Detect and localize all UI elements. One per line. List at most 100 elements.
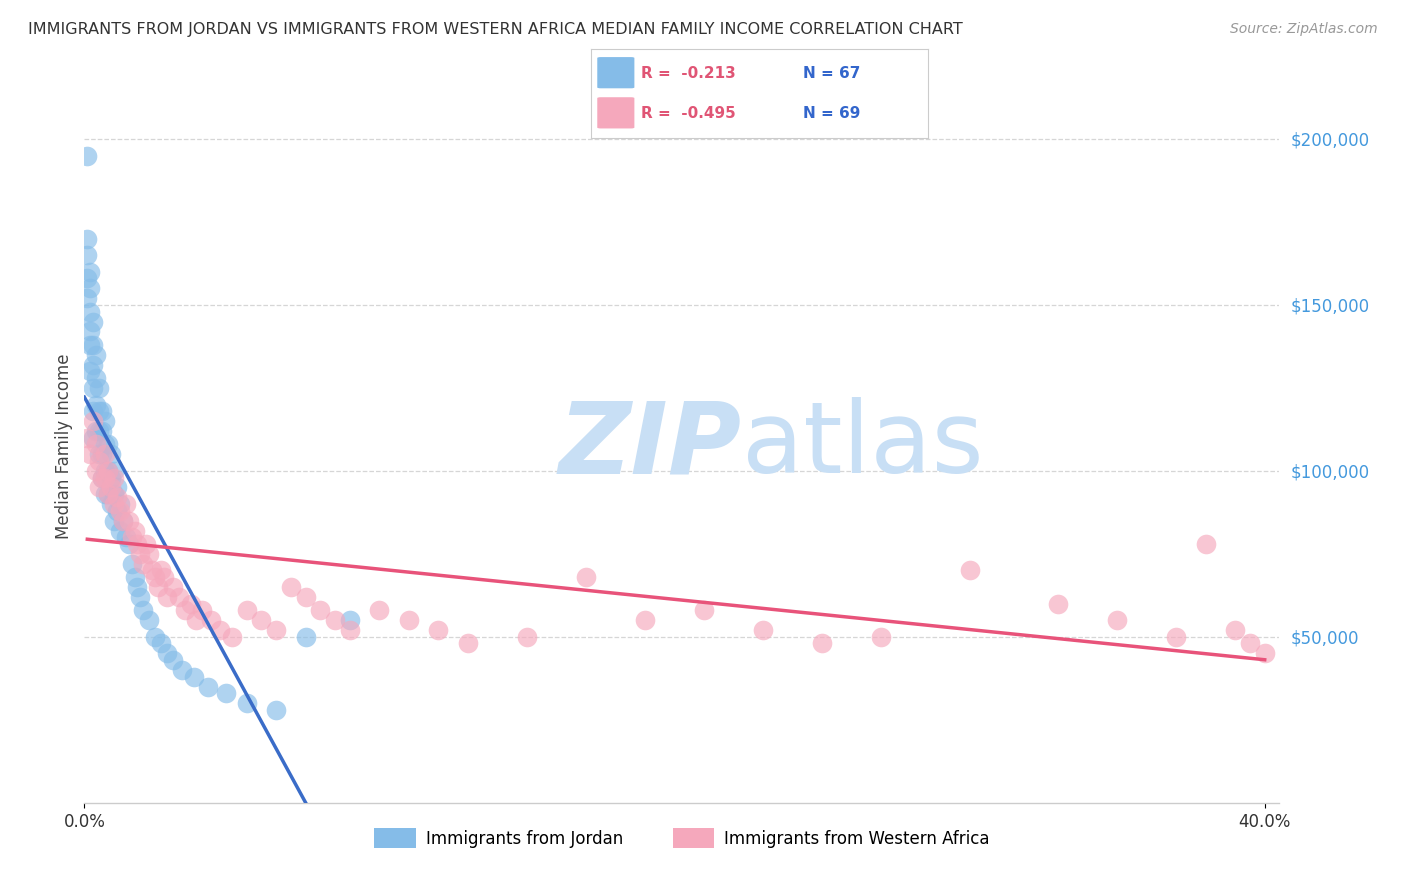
Point	[811, 636, 834, 650]
Point	[197, 680, 219, 694]
Point	[693, 603, 716, 617]
Point	[76, 291, 98, 305]
Point	[427, 624, 450, 638]
Point	[138, 547, 160, 561]
Point	[1107, 613, 1129, 627]
Point	[103, 497, 125, 511]
Point	[82, 404, 104, 418]
Point	[870, 630, 893, 644]
Point	[76, 248, 98, 262]
Point	[1225, 624, 1247, 638]
Point	[103, 470, 125, 484]
Point	[235, 696, 257, 710]
Legend: Immigrants from Jordan, Immigrants from Western Africa: Immigrants from Jordan, Immigrants from …	[367, 822, 997, 855]
Point	[209, 624, 232, 638]
Point	[76, 431, 98, 445]
Point	[105, 504, 128, 518]
Point	[91, 470, 114, 484]
Point	[76, 271, 98, 285]
Point	[191, 603, 214, 617]
Point	[156, 647, 179, 661]
Point	[84, 464, 107, 478]
FancyBboxPatch shape	[598, 97, 634, 128]
Point	[91, 424, 114, 438]
Point	[1254, 647, 1277, 661]
Point	[121, 557, 143, 571]
Point	[84, 397, 107, 411]
Point	[127, 580, 149, 594]
Point	[79, 447, 101, 461]
Point	[94, 414, 117, 428]
Point	[368, 603, 391, 617]
Point	[91, 470, 114, 484]
Point	[82, 414, 104, 428]
Text: N = 67: N = 67	[803, 66, 860, 80]
Text: R =  -0.495: R = -0.495	[641, 106, 735, 120]
Point	[200, 613, 222, 627]
Point	[94, 470, 117, 484]
Text: atlas: atlas	[742, 398, 983, 494]
Point	[82, 358, 104, 372]
Point	[105, 481, 128, 495]
Point	[76, 148, 98, 162]
Point	[170, 663, 193, 677]
Point	[82, 314, 104, 328]
Point	[167, 590, 190, 604]
Point	[121, 530, 143, 544]
Point	[294, 590, 316, 604]
Point	[264, 624, 287, 638]
Point	[117, 537, 139, 551]
Point	[84, 348, 107, 362]
Point	[79, 281, 101, 295]
Point	[94, 437, 117, 451]
Point	[87, 454, 110, 468]
Point	[108, 524, 131, 538]
Point	[250, 613, 273, 627]
Y-axis label: Median Family Income: Median Family Income	[55, 353, 73, 539]
Point	[129, 590, 152, 604]
Point	[127, 537, 149, 551]
Point	[959, 564, 981, 578]
Point	[162, 653, 184, 667]
Point	[97, 464, 120, 478]
Point	[186, 613, 208, 627]
Point	[111, 514, 134, 528]
Point	[94, 447, 117, 461]
Point	[150, 636, 173, 650]
Point	[100, 470, 122, 484]
Point	[1195, 537, 1218, 551]
Point	[221, 630, 243, 644]
Point	[280, 580, 302, 594]
Point	[132, 603, 155, 617]
Point	[84, 437, 107, 451]
Point	[398, 613, 420, 627]
Point	[87, 404, 110, 418]
Point	[114, 530, 136, 544]
Point	[173, 603, 195, 617]
Point	[111, 514, 134, 528]
Point	[87, 481, 110, 495]
Point	[516, 630, 538, 644]
FancyBboxPatch shape	[598, 57, 634, 88]
Point	[82, 431, 104, 445]
Point	[82, 381, 104, 395]
Point	[108, 497, 131, 511]
Point	[87, 447, 110, 461]
Point	[87, 381, 110, 395]
Point	[79, 325, 101, 339]
Point	[82, 338, 104, 352]
Point	[162, 580, 184, 594]
Point	[114, 497, 136, 511]
Point	[1047, 597, 1070, 611]
Point	[180, 597, 202, 611]
Point	[76, 231, 98, 245]
Point	[132, 557, 155, 571]
Point	[84, 371, 107, 385]
Point	[87, 424, 110, 438]
Point	[215, 686, 238, 700]
Text: ZIP: ZIP	[558, 398, 742, 494]
Point	[79, 364, 101, 378]
Point	[339, 624, 361, 638]
Point	[1166, 630, 1188, 644]
Text: R =  -0.213: R = -0.213	[641, 66, 735, 80]
